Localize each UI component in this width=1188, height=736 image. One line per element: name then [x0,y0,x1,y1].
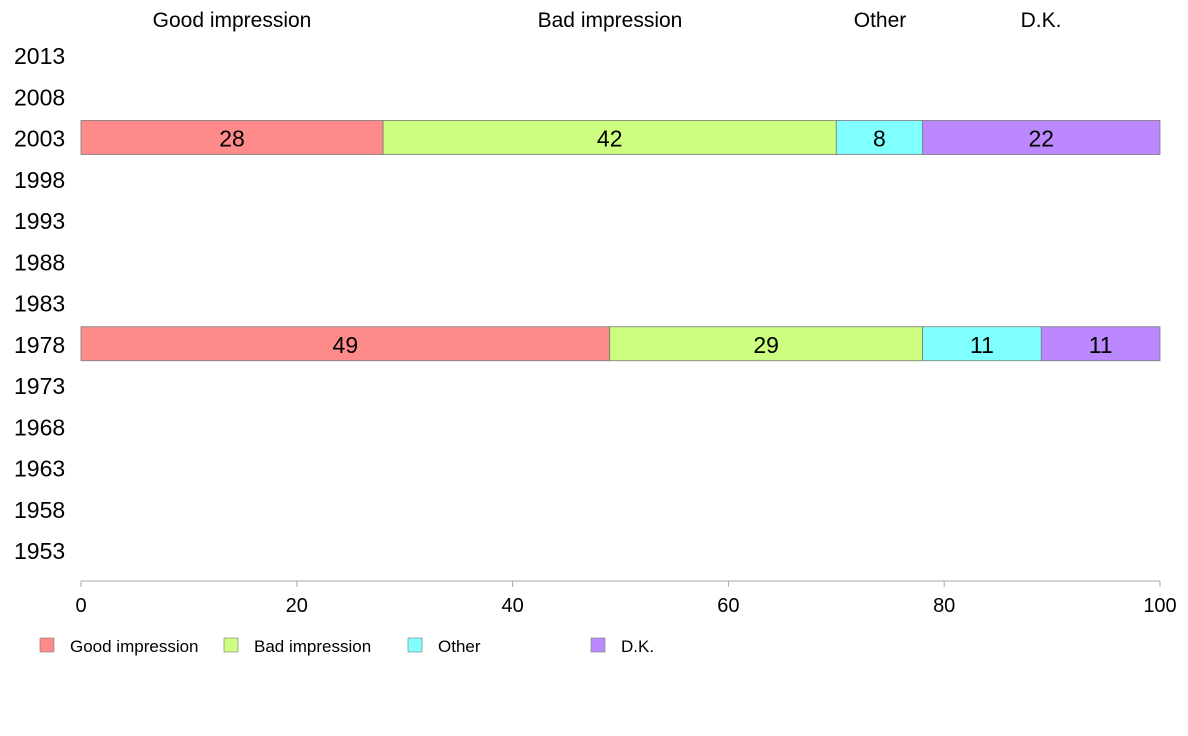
column-header: D.K. [1021,9,1062,32]
y-tick-label: 1983 [14,291,65,317]
column-header: Good impression [153,9,312,32]
x-tick-label: 100 [1143,595,1176,617]
bar-segment-good-impression [80,120,384,155]
y-tick-label: 1953 [14,538,65,564]
data-label: 8 [873,126,886,152]
bar-segment-bad-impression [382,120,837,155]
data-label: 11 [970,332,994,358]
legend-swatch [39,637,55,653]
data-label: 22 [1029,126,1055,152]
legend-swatch [407,637,423,653]
legend-label: Other [438,637,481,656]
data-label: 29 [753,332,779,358]
data-label: 28 [219,126,245,152]
column-header: Other [854,9,907,32]
column-headers: Good impression Bad impression Other D.K. [153,9,1062,32]
bars: 28 42 8 22 49 29 11 11 [80,120,1161,362]
data-label: 42 [597,126,623,152]
x-tick-label: 40 [501,595,523,617]
data-label: 11 [1089,332,1113,358]
x-axis: 0 20 40 60 80 100 [75,580,1177,617]
y-tick-label: 2013 [14,43,65,69]
bar-segment-other [922,326,1042,362]
y-tick-label: 1963 [14,456,65,482]
data-label: 49 [333,332,359,358]
y-tick-label: 1968 [14,414,65,440]
x-tick-label: 80 [933,595,955,617]
legend-label: D.K. [621,637,654,656]
y-tick-label: 2003 [14,126,65,152]
bar-segment-good-impression [80,326,611,362]
y-tick-label: 1958 [14,497,65,523]
legend-label: Good impression [70,637,199,656]
legend-swatch [590,637,606,653]
bar-segment-d-k- [1040,326,1161,362]
bar-segment-d-k- [922,120,1161,155]
legend: Good impression Bad impression Other D.K. [39,637,654,656]
y-tick-label: 1978 [14,332,65,358]
y-tick-label: 1973 [14,373,65,399]
x-tick-label: 60 [717,595,739,617]
x-tick-label: 20 [286,595,308,617]
y-tick-label: 1993 [14,208,65,234]
y-tick-label: 2008 [14,84,65,110]
bar-segment-bad-impression [609,326,924,362]
x-tick-label: 0 [75,595,86,617]
legend-label: Bad impression [254,637,371,656]
y-tick-label: 1988 [14,249,65,275]
y-axis-labels: 2013 2008 2003 1998 1993 1988 1983 1978 1973 1968… [14,43,65,564]
column-header: Bad impression [538,9,683,32]
bar-segment-other [835,120,924,155]
y-tick-label: 1998 [14,167,65,193]
legend-swatch [223,637,239,653]
